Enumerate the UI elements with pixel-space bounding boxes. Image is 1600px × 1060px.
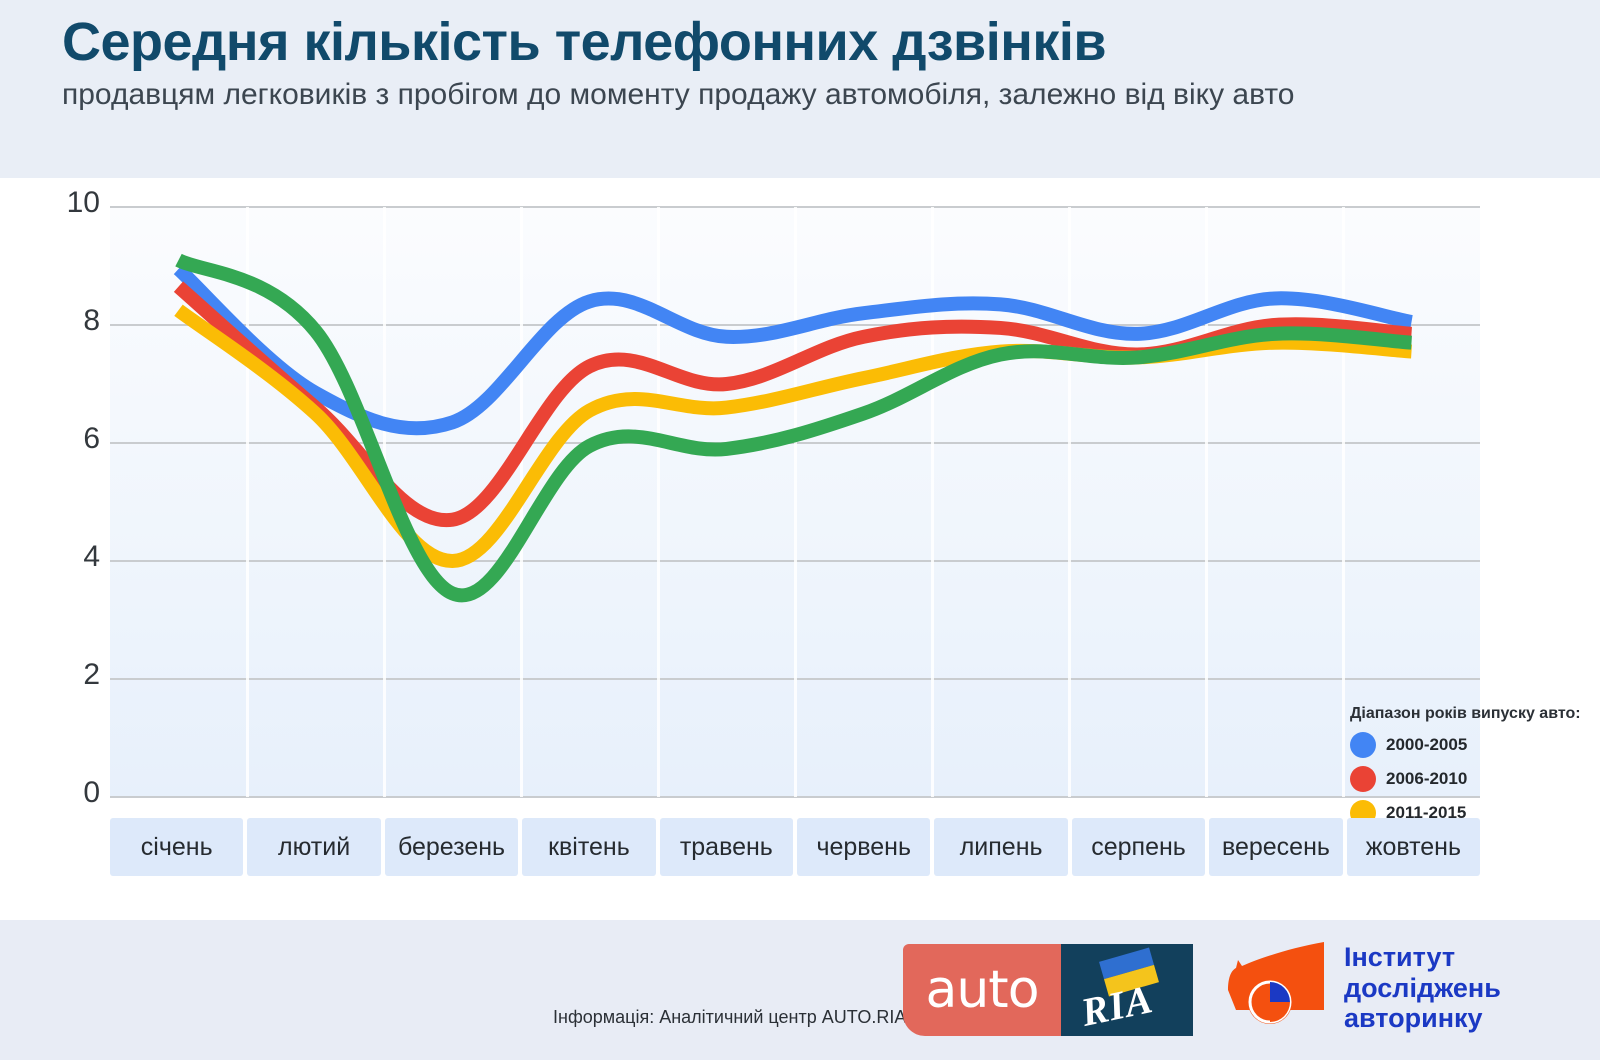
column-separator [1204,207,1208,797]
car-pie-chart-icon [1228,942,1324,1024]
month-label-cell[interactable]: серпень [1071,818,1206,876]
month-label-cell[interactable]: квітень [522,818,656,876]
legend-color-swatch [1350,732,1376,758]
institute-line-2: досліджень [1344,972,1501,1003]
line-series [175,253,1412,603]
gridline [110,796,1480,798]
month-label-cell[interactable]: червень [797,818,931,876]
column-separator [793,207,797,797]
source-note: Інформація: Аналітичний центр AUTO.RIA [553,1007,907,1027]
month-label-cell[interactable]: січень [110,818,244,876]
legend-item-label: 2000-2005 [1386,735,1468,754]
column-separator [656,207,660,797]
legend-item-label: 2011-2015 [1386,803,1467,822]
y-axis-tick-label: 0 [83,776,100,809]
legend-title: Діапазон років випуску авто: [1350,705,1581,722]
auto-wordmark: auto [903,944,1061,1036]
auto-wordmark-text: auto [925,960,1039,1020]
y-axis-tick-label: 6 [83,422,100,455]
column-separator [1067,207,1071,797]
month-label-cell[interactable]: лютий [247,818,381,876]
month-label-cell[interactable]: вересень [1209,818,1343,876]
institute-logo[interactable]: Інститут досліджень авторинку [1222,938,1552,1042]
column-separator [930,207,934,797]
month-label-cell[interactable]: травень [659,818,794,876]
column-separator [245,207,249,797]
page-subtitle: продавцям легковиків з пробігом до момен… [62,78,1295,112]
autoria-logo[interactable]: auto RIA [903,944,1193,1036]
legend-item[interactable]: 2000-2005 [1350,732,1581,758]
institute-line-1: Інститут [1344,942,1456,972]
header-band: Середня кількість телефонних дзвінків пр… [0,0,1600,178]
institute-logo-text: Інститут досліджень авторинку [1344,942,1501,1034]
month-label-cell[interactable]: березень [384,818,519,876]
legend-color-swatch [1350,766,1376,792]
month-label-cell[interactable]: жовтень [1346,818,1481,876]
institute-line-3: авторинку [1344,1003,1483,1033]
footer-band: Інформація: Аналітичний центр AUTO.RIA a… [0,920,1600,1060]
column-separator [1341,207,1345,797]
legend-item[interactable]: 2006-2010 [1350,766,1581,792]
y-axis-tick-label: 8 [83,304,100,337]
month-label-cell[interactable]: липень [934,818,1068,876]
x-axis-month-labels: січень лютий березень квітень травень червень… [110,818,1481,876]
line-series [173,263,1413,436]
plot-area: Діапазон років випуску авто: 2000-2005 20… [110,206,1581,860]
page-title: Середня кількість телефонних дзвінків [62,12,1107,72]
y-axis-tick-label: 2 [83,658,100,691]
ria-wordmark-text: RIA [1077,976,1157,1035]
y-axis-tick-label: 4 [83,540,100,573]
y-axis-tick-label: 10 [66,186,100,219]
line-series-svg [173,253,1413,603]
ria-wordmark: RIA [1061,944,1193,1036]
legend-item-label: 2006-2010 [1386,769,1468,788]
